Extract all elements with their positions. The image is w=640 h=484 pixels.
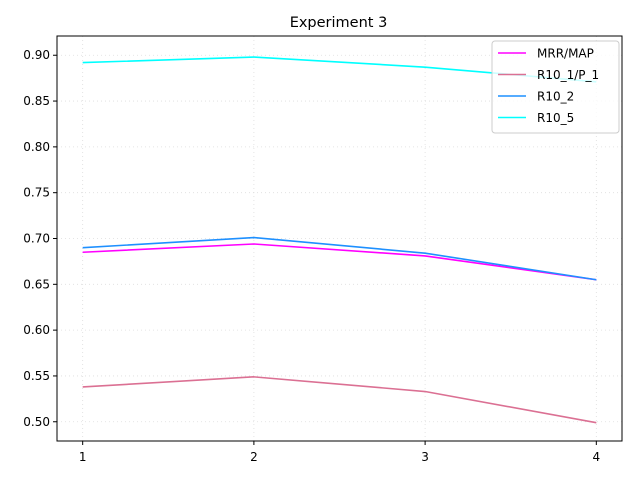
legend-box	[491, 40, 620, 134]
series-line	[82, 243, 597, 281]
y-tick-label: 0.70	[23, 232, 50, 246]
series-line	[82, 376, 597, 424]
x-axis: 1 2 3 4	[79, 441, 600, 464]
y-tick-label: 0.85	[23, 94, 50, 108]
legend-label: R10_1/P_1	[537, 68, 599, 82]
y-tick-label: 0.60	[23, 323, 50, 337]
y-tick-label: 0.90	[23, 48, 50, 62]
x-tick-label: 2	[250, 450, 258, 464]
chart-title: Experiment 3	[290, 15, 388, 31]
y-tick-label: 0.75	[23, 186, 50, 200]
y-tick-label: 0.65	[23, 277, 50, 291]
x-tick-label: 1	[79, 450, 87, 464]
y-tick-label: 0.50	[23, 415, 50, 429]
y-tick-label: 0.80	[23, 140, 50, 154]
x-tick-label: 4	[592, 450, 600, 464]
series-line	[82, 236, 597, 281]
x-tick-label: 3	[421, 450, 429, 464]
legend-label: R10_5	[537, 111, 574, 125]
legend: MRR/MAP R10_1/P_1 R10_2 R10_5	[491, 40, 620, 134]
y-axis: 0.50 0.55 0.60 0.65 0.70 0.75 0.80 0.85 0.90	[23, 48, 57, 429]
y-tick-label: 0.55	[23, 369, 50, 383]
legend-label: R10_2	[537, 90, 574, 104]
legend-label: MRR/MAP	[537, 47, 594, 61]
